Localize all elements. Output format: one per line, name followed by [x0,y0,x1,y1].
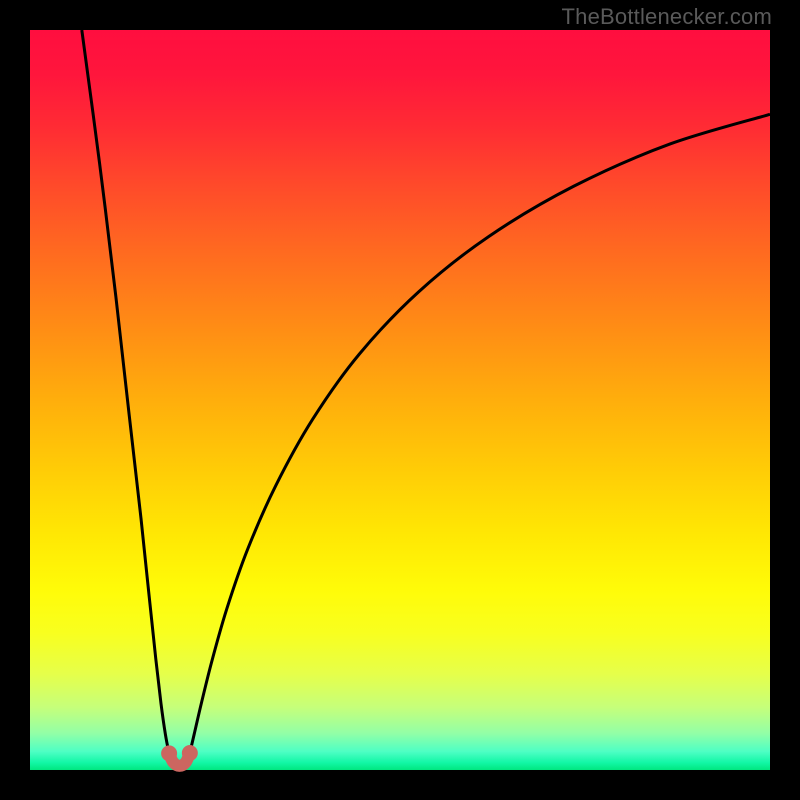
plot-area [30,30,770,770]
watermark-text: TheBottlenecker.com [562,4,772,30]
chart-stage: TheBottlenecker.com [0,0,800,800]
